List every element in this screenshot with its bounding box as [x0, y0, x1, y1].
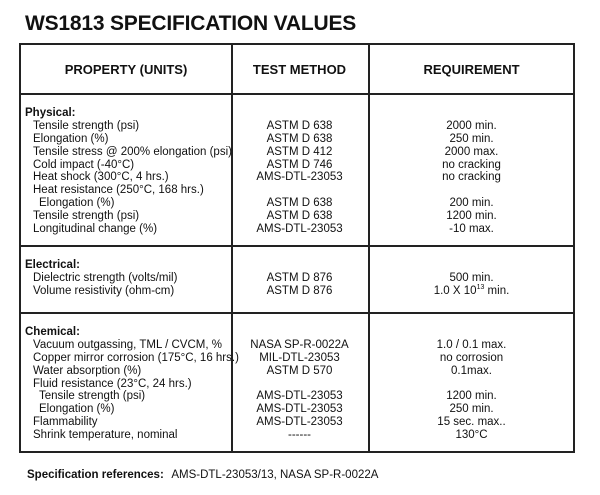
test-method-cell: ASTM D 570 [266, 364, 333, 377]
table-row: Water absorption (%) ASTM D 570 0.1max. [21, 365, 573, 378]
column-divider [231, 45, 233, 451]
property-cell: Elongation (%) [39, 403, 115, 416]
test-method-cell: ASTM D 876 [266, 284, 333, 297]
section-physical: Physical: Tensile strength (psi) ASTM D 63… [21, 107, 573, 236]
page-title: WS1813 SPECIFICATION VALUES [25, 12, 357, 35]
test-method-cell: ASTM D 746 [266, 158, 333, 171]
property-cell: Longitudinal change (%) [33, 223, 158, 236]
table-row: Elongation (%) ASTM D 638 250 min. [21, 133, 573, 146]
requirement-cell: 130°C [455, 429, 488, 442]
requirement-cell: -10 max. [449, 223, 494, 236]
row-divider [21, 312, 573, 314]
property-cell: Shrink temperature, nominal [33, 429, 178, 442]
property-cell: Heat resistance (250°C, 168 hrs.) [33, 184, 204, 197]
column-divider [368, 45, 370, 451]
test-method-cell: ASTM D 638 [266, 210, 333, 223]
test-method-cell: MIL-DTL-23053 [259, 351, 340, 364]
property-cell: Tensile strength (psi) [33, 119, 140, 132]
property-cell: Cold impact (-40°C) [33, 158, 135, 171]
test-method-cell: AMS-DTL-23053 [256, 223, 343, 236]
property-cell: Elongation (%) [33, 132, 109, 145]
table-row: Heat shock (300°C, 4 hrs.) AMS-DTL-23053 n… [21, 171, 573, 184]
test-method-cell: AMS-DTL-23053 [256, 416, 343, 429]
test-method-cell: ASTM D 638 [266, 197, 333, 210]
requirement-cell: 200 min. [449, 197, 494, 210]
requirement-cell: 2000 min. [446, 119, 497, 132]
section-label: Electrical: [25, 259, 80, 271]
property-cell: Dielectric strength (volts/mil) [33, 271, 178, 284]
property-cell: Elongation (%) [39, 197, 115, 210]
section-electrical: Electrical: Dielectric strength (volts/mi… [21, 259, 573, 298]
requirement-cell: 500 min. [449, 271, 494, 284]
table-row: Shrink temperature, nominal ------ 130°C [21, 429, 573, 442]
property-cell: Tensile stress @ 200% elongation (psi) [33, 145, 232, 158]
table-row: Tensile strength (psi) ASTM D 638 1200 min… [21, 210, 573, 223]
requirement-cell: 250 min. [449, 132, 494, 145]
table-row: Volume resistivity (ohm-cm) ASTM D 876 1.0… [21, 283, 573, 298]
table-row: Heat resistance (250°C, 168 hrs.) [21, 184, 573, 197]
test-method-cell: AMS-DTL-23053 [256, 390, 343, 403]
property-cell: Vacuum outgassing, TML / CVCM, % [33, 338, 222, 351]
row-divider [21, 245, 573, 247]
property-cell: Heat shock (300°C, 4 hrs.) [33, 171, 169, 184]
table-row: Tensile strength (psi) ASTM D 638 2000 min… [21, 120, 573, 133]
property-cell: Volume resistivity (ohm-cm) [33, 284, 175, 297]
test-method-cell: ASTM D 638 [266, 119, 333, 132]
requirement-cell: 2000 max. [444, 145, 499, 158]
requirement-cell: 250 min. [449, 403, 494, 416]
spec-table: PROPERTY (UNITS) TEST METHOD REQUIREMENT… [19, 43, 575, 453]
test-method-cell: NASA SP-R-0022A [250, 338, 349, 351]
requirement-cell: 1200 min. [446, 390, 497, 403]
footer-value: AMS-DTL-23053/13, NASA SP-R-0022A [171, 469, 379, 481]
header-property: PROPERTY (UNITS) [64, 61, 188, 77]
requirement-cell: no corrosion [439, 351, 504, 364]
table-row: Dielectric strength (volts/mil) ASTM D 87… [21, 272, 573, 285]
section-chemical: Chemical: Vacuum outgassing, TML / CVCM, … [21, 326, 573, 442]
header-test-method: TEST METHOD [252, 61, 347, 77]
requirement-cell: 1.0 X 1013 min. [433, 283, 510, 297]
property-cell: Fluid resistance (23°C, 24 hrs.) [33, 377, 192, 390]
test-method-cell: AMS-DTL-23053 [256, 171, 343, 184]
requirement-cell: 0.1max. [451, 364, 492, 377]
test-method-cell: AMS-DTL-23053 [256, 403, 343, 416]
requirement-cell: 1.0 / 0.1 max. [436, 338, 507, 351]
table-row: Tensile stress @ 200% elongation (psi) AS… [21, 146, 573, 159]
table-row: Vacuum outgassing, TML / CVCM, % NASA SP-… [21, 339, 573, 352]
table-row: Elongation (%) AMS-DTL-23053 250 min. [21, 403, 573, 416]
test-method-cell: ASTM D 412 [266, 145, 333, 158]
test-method-cell: ASTM D 876 [266, 271, 333, 284]
row-divider [21, 93, 573, 95]
table-row: Flammability AMS-DTL-23053 15 sec. max.. [21, 416, 573, 429]
header-requirement: REQUIREMENT [423, 61, 520, 77]
test-method-cell: ASTM D 638 [266, 132, 333, 145]
table-row: Copper mirror corrosion (175°C, 16 hrs.)… [21, 352, 573, 365]
table-row: Cold impact (-40°C) ASTM D 746 no cracking [21, 159, 573, 172]
table-row: Fluid resistance (23°C, 24 hrs.) [21, 378, 573, 391]
section-label: Chemical: [25, 326, 80, 338]
requirement-cell: no cracking [442, 158, 501, 171]
test-method-cell: ------ [288, 429, 311, 442]
requirement-cell: 15 sec. max.. [437, 416, 506, 429]
requirement-cell: no cracking [442, 171, 501, 184]
section-label: Physical: [25, 107, 76, 119]
property-cell: Tensile strength (psi) [39, 390, 146, 403]
footer-label: Specification references: [27, 469, 164, 481]
property-cell: Tensile strength (psi) [33, 210, 140, 223]
property-cell: Copper mirror corrosion (175°C, 16 hrs.) [33, 351, 239, 364]
requirement-cell: 1200 min. [446, 210, 497, 223]
table-row: Tensile strength (psi) AMS-DTL-23053 1200 … [21, 390, 573, 403]
table-row: Longitudinal change (%) AMS-DTL-23053 -10 … [21, 223, 573, 236]
property-cell: Water absorption (%) [33, 364, 142, 377]
table-row: Elongation (%) ASTM D 638 200 min. [21, 197, 573, 210]
property-cell: Flammability [33, 416, 98, 429]
specification-references: Specification references: AMS-DTL-23053/… [27, 469, 378, 481]
